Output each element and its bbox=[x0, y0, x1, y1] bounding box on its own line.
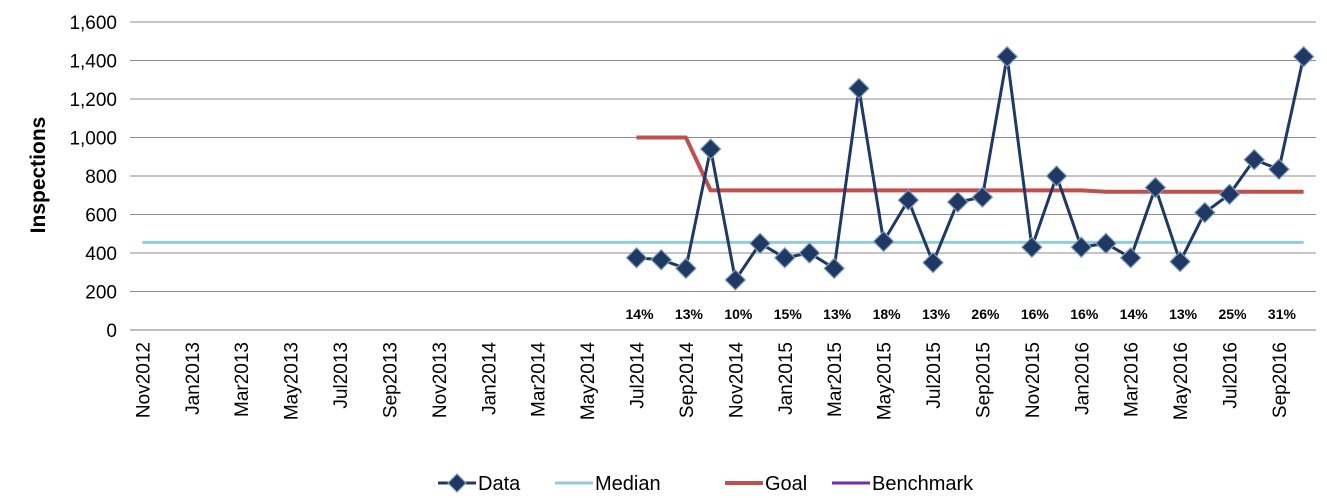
data-point bbox=[1144, 176, 1167, 199]
data-point bbox=[1268, 158, 1290, 181]
legend: Data Median Goal Benchmark bbox=[438, 473, 974, 495]
y-tick-label: 1,000 bbox=[69, 129, 117, 150]
x-tick-label: Jul2015 bbox=[924, 342, 945, 409]
data-label: 13% bbox=[823, 306, 852, 322]
x-tick-label: Nov2013 bbox=[430, 342, 451, 418]
data-label: 15% bbox=[774, 306, 803, 322]
data-point bbox=[1045, 165, 1068, 187]
data-label: 14% bbox=[626, 306, 655, 322]
data-point bbox=[675, 257, 697, 280]
data-point bbox=[823, 257, 846, 280]
y-tick-label: 1,200 bbox=[69, 90, 117, 111]
data-label: 13% bbox=[922, 306, 951, 322]
data-point bbox=[848, 77, 870, 100]
data-point bbox=[1218, 183, 1241, 206]
x-tick-label: Jul2016 bbox=[1221, 342, 1242, 409]
x-tick-label: Jan2016 bbox=[1072, 342, 1093, 415]
data-point bbox=[798, 242, 821, 264]
data-label: 14% bbox=[1120, 306, 1149, 322]
data-label: 25% bbox=[1219, 306, 1248, 322]
series-layer bbox=[142, 45, 1315, 291]
x-tick-label: May2014 bbox=[578, 342, 599, 421]
data-label: 16% bbox=[1070, 306, 1099, 322]
y-tick-label: 1,600 bbox=[69, 13, 117, 34]
y-axis-label: Inspections bbox=[27, 117, 50, 234]
x-tick-label: Mar2016 bbox=[1122, 342, 1143, 417]
gridlines bbox=[130, 21, 1316, 331]
x-tick-label: Sep2014 bbox=[677, 342, 698, 419]
percent-annotations: 14% 13% 10% 15% 13% 18% 13% 26% 16% 16% 14% 13% 25% 3… bbox=[626, 306, 1297, 322]
data-point bbox=[946, 191, 969, 213]
legend-label: Benchmark bbox=[872, 473, 974, 495]
data-point bbox=[1119, 246, 1142, 269]
x-tick-label: Mar2015 bbox=[825, 342, 846, 417]
data-point bbox=[897, 189, 920, 211]
data-point bbox=[1070, 236, 1093, 259]
x-tick-label: Jul2014 bbox=[628, 342, 649, 409]
y-tick-label: 800 bbox=[85, 167, 117, 188]
series-line-goal bbox=[636, 135, 1304, 194]
data-label: 18% bbox=[873, 306, 902, 322]
data-point bbox=[1021, 236, 1043, 259]
data-label: 26% bbox=[971, 306, 1000, 322]
y-axis-ticks: 0 200 400 600 800 1,000 1,200 1,400 1,600 bbox=[69, 13, 117, 342]
data-label: 13% bbox=[675, 306, 704, 322]
x-tick-label: Nov2014 bbox=[726, 342, 747, 418]
legend-marker bbox=[447, 473, 467, 493]
y-tick-label: 600 bbox=[85, 206, 117, 227]
y-tick-label: 400 bbox=[85, 244, 117, 265]
x-tick-label: May2016 bbox=[1171, 342, 1192, 420]
data-label: 13% bbox=[1169, 306, 1198, 322]
y-tick-label: 0 bbox=[106, 321, 117, 342]
data-point bbox=[922, 251, 944, 274]
x-tick-label: Nov2012 bbox=[133, 342, 154, 418]
y-tick-label: 200 bbox=[85, 283, 117, 304]
x-tick-label: Jul2013 bbox=[331, 342, 352, 409]
legend-label: Data bbox=[478, 473, 521, 495]
data-point bbox=[625, 246, 648, 269]
x-tick-label: Mar2014 bbox=[529, 342, 550, 417]
data-point bbox=[773, 246, 796, 269]
x-tick-label: Mar2013 bbox=[232, 342, 253, 417]
data-label: 16% bbox=[1021, 306, 1050, 322]
x-tick-label: Jan2014 bbox=[479, 342, 500, 415]
data-point bbox=[699, 138, 722, 160]
x-tick-label: Sep2016 bbox=[1270, 342, 1291, 418]
x-tick-label: Jan2013 bbox=[183, 342, 204, 415]
legend-item-data: Data bbox=[438, 473, 521, 495]
legend-item-median: Median bbox=[555, 473, 661, 495]
data-point bbox=[1193, 201, 1216, 224]
legend-label: Goal bbox=[765, 473, 807, 495]
x-tick-label: Nov2015 bbox=[1023, 342, 1044, 418]
data-point bbox=[1243, 148, 1266, 171]
data-point bbox=[749, 232, 771, 255]
data-point bbox=[1169, 250, 1191, 273]
data-point bbox=[1292, 45, 1315, 68]
legend-item-goal: Goal bbox=[725, 473, 807, 495]
series-line-data bbox=[636, 55, 1306, 282]
x-tick-label: Sep2013 bbox=[380, 342, 401, 418]
x-tick-label: May2013 bbox=[282, 342, 303, 420]
x-axis-ticks: Nov2012 Jan2013 Mar2013 May2013 Jul2013 Sep20… bbox=[133, 342, 1291, 421]
legend-item-benchmark: Benchmark bbox=[832, 473, 974, 495]
data-point bbox=[996, 45, 1018, 68]
data-point bbox=[724, 269, 747, 291]
x-tick-label: May2015 bbox=[875, 342, 896, 420]
data-point bbox=[650, 248, 673, 271]
x-tick-label: Jan2015 bbox=[776, 342, 797, 415]
data-point bbox=[971, 186, 994, 209]
x-tick-label: Sep2015 bbox=[973, 342, 994, 418]
legend-label: Median bbox=[595, 473, 661, 495]
data-point bbox=[1095, 232, 1117, 255]
data-label: 10% bbox=[724, 306, 753, 322]
data-label: 31% bbox=[1268, 306, 1297, 322]
y-tick-label: 1,400 bbox=[69, 52, 117, 73]
data-point bbox=[872, 230, 895, 253]
